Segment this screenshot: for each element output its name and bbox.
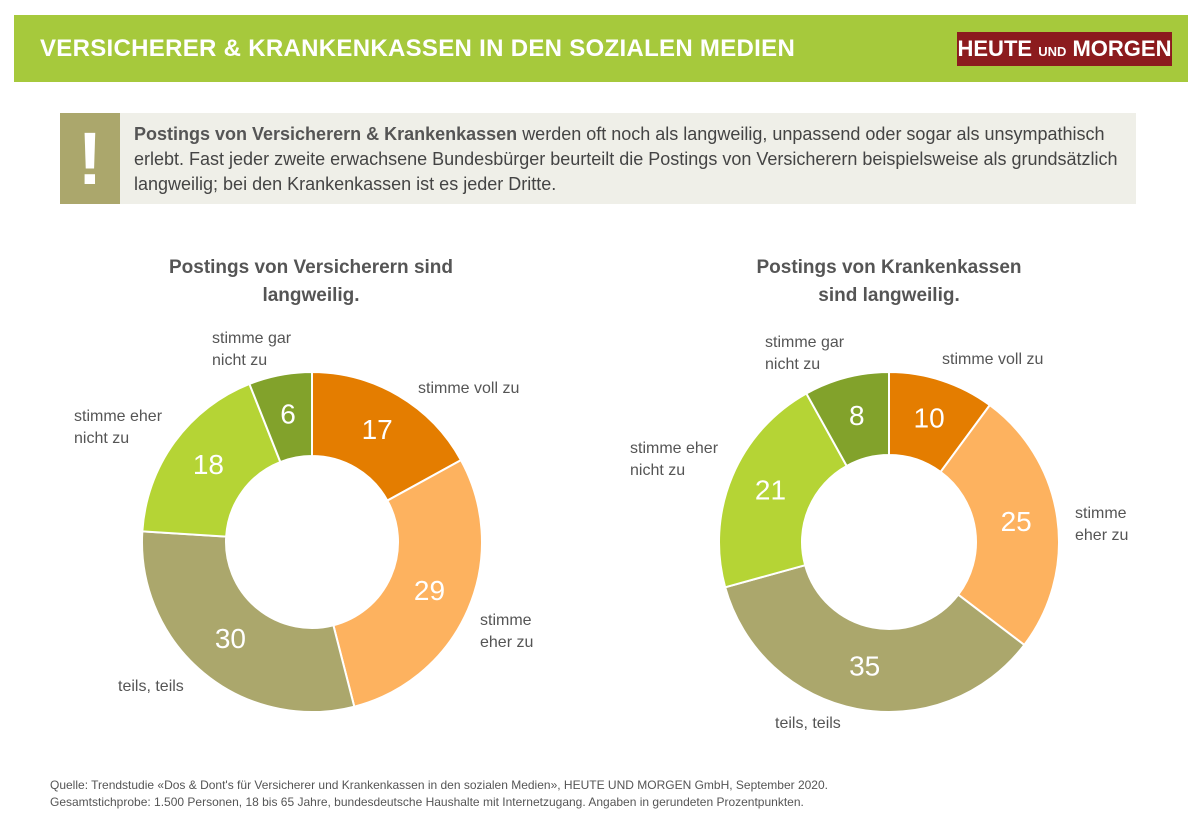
callout-text: Postings von Versicherern & Krankenkasse…: [134, 122, 1130, 197]
value-label: 25: [1001, 506, 1032, 537]
category-label: stimme eher nicht zu: [74, 408, 163, 447]
source-line: Quelle: Trendstudie «Dos & Dont's für Ve…: [50, 778, 828, 792]
category-label: stimme eher nicht zu: [630, 440, 719, 479]
callout-body: werden oft noch als langweilig, unpassen…: [134, 124, 1118, 194]
logo: HEUTE UND MORGEN: [957, 32, 1172, 66]
category-label: teils, teils: [775, 715, 841, 732]
value-label: 8: [849, 400, 865, 431]
value-label: 6: [280, 399, 296, 430]
callout-bold: Postings von Versicherern & Krankenkasse…: [134, 124, 518, 144]
value-label: 35: [849, 651, 880, 682]
category-label: teils, teils: [118, 678, 184, 695]
source-line: Gesamtstichprobe: 1.500 Personen, 18 bis…: [50, 795, 804, 809]
value-label: 21: [755, 475, 786, 506]
value-label: 10: [914, 402, 945, 433]
value-label: 17: [362, 414, 393, 445]
donut-slice: [718, 392, 849, 589]
donut-slice: [141, 530, 356, 713]
logo-text: MORGEN: [1072, 36, 1172, 61]
exclamation-icon: !: [60, 113, 120, 204]
chart-title: Postings von Krankenkassen sind langweil…: [756, 257, 1022, 306]
category-label: stimme voll zu: [418, 380, 520, 397]
donut-slice: [332, 458, 483, 708]
logo-text: HEUTE: [957, 36, 1033, 61]
header-title: VERSICHERER & KRANKENKASSEN IN DEN SOZIA…: [40, 35, 796, 62]
donut-slice: [141, 382, 282, 538]
category-label: stimme eher zu: [1075, 505, 1129, 544]
category-label: stimme gar nicht zu: [212, 330, 292, 369]
donut-slice: [939, 403, 1060, 647]
chart-title: Postings von Versicherern sind langweili…: [168, 257, 454, 306]
value-label: 30: [215, 623, 246, 654]
donut-slice: [804, 370, 890, 468]
value-label: 18: [193, 449, 224, 480]
callout: ! Postings von Versicherern & Krankenkas…: [60, 113, 1136, 204]
category-label: stimme eher zu: [480, 612, 534, 651]
donut-slice: [311, 370, 463, 502]
category-label: stimme gar nicht zu: [765, 334, 845, 373]
header-bar: VERSICHERER & KRANKENKASSEN IN DEN SOZIA…: [14, 15, 1188, 82]
donut-slice: [248, 370, 313, 464]
value-label: 29: [414, 575, 445, 606]
donut-slice: [723, 563, 1026, 713]
logo-text: UND: [1038, 44, 1067, 59]
category-label: stimme voll zu: [942, 351, 1044, 368]
